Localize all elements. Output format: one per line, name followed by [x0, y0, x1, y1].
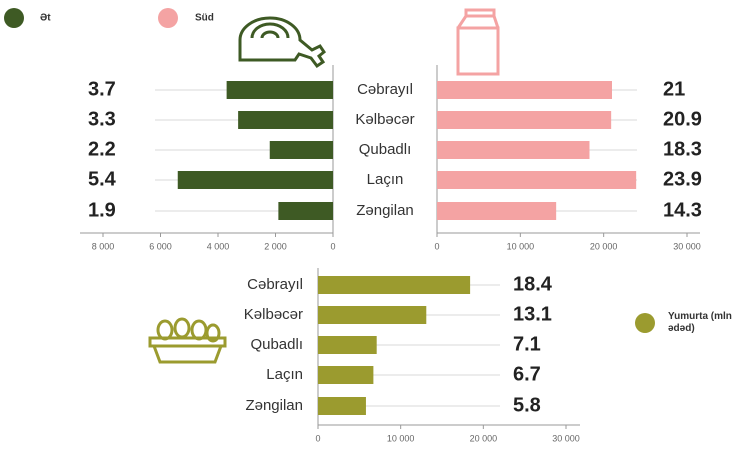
- legend-label: Ət: [40, 13, 51, 24]
- bar: [238, 111, 333, 129]
- category-label: Qubadlı: [250, 336, 303, 353]
- value-label: 5.8: [513, 394, 541, 416]
- bar: [278, 202, 333, 220]
- bar: [269, 141, 333, 159]
- value-label: 13.1: [513, 303, 552, 325]
- value-label: 2.2: [88, 138, 116, 160]
- x-tick-label: 2 000: [264, 241, 287, 251]
- category-label: Laçın: [367, 171, 404, 188]
- legend-marker: [158, 8, 178, 28]
- x-tick-label: 0: [434, 241, 439, 251]
- egg-tray-icon: [148, 317, 227, 364]
- bar: [318, 366, 374, 384]
- bar: [437, 111, 612, 129]
- x-tick-label: 0: [315, 433, 320, 443]
- x-tick-label: 20 000: [470, 433, 498, 443]
- value-label: 6.7: [513, 363, 541, 385]
- x-tick-label: 0: [330, 241, 335, 251]
- milk-icon: [456, 8, 500, 76]
- value-label: 7.1: [513, 333, 541, 355]
- legend-marker: [635, 313, 655, 333]
- category-label: Kəlbəcər: [244, 306, 303, 323]
- category-label: Zəngilan: [245, 397, 303, 414]
- category-label: Zəngilan: [356, 202, 414, 219]
- value-label: 18.3: [663, 138, 702, 160]
- bar: [437, 202, 557, 220]
- drumstick-icon: [238, 16, 327, 69]
- category-label: Kəlbəcər: [355, 111, 414, 128]
- bar: [437, 141, 590, 159]
- value-label: 23.9: [663, 168, 702, 190]
- x-tick-label: 6 000: [149, 241, 172, 251]
- bar: [226, 81, 333, 99]
- category-label: Laçın: [266, 366, 303, 383]
- category-label: Cəbrayıl: [357, 81, 413, 98]
- bar: [177, 171, 333, 189]
- x-tick-label: 10 000: [507, 241, 535, 251]
- legend-marker: [4, 8, 24, 28]
- value-label: 5.4: [88, 168, 117, 190]
- value-label: 14.3: [663, 199, 702, 221]
- legend-label: Yumurta (mln ədəd): [668, 311, 732, 334]
- value-label: 3.3: [88, 108, 116, 130]
- x-tick-label: 20 000: [590, 241, 618, 251]
- x-tick-label: 8 000: [92, 241, 115, 251]
- value-label: 1.9: [88, 199, 116, 221]
- value-label: 18.4: [513, 273, 553, 295]
- x-tick-label: 10 000: [387, 433, 415, 443]
- legend-label: Süd: [195, 13, 214, 24]
- bar: [318, 397, 366, 415]
- x-tick-label: 4 000: [207, 241, 230, 251]
- bar: [437, 171, 637, 189]
- category-label: Cəbrayıl: [247, 276, 303, 293]
- value-label: 20.9: [663, 108, 702, 130]
- category-label: Qubadlı: [359, 141, 412, 158]
- bar: [437, 81, 612, 99]
- bar: [318, 336, 377, 354]
- bar: [318, 276, 471, 294]
- x-tick-label: 30 000: [673, 241, 701, 251]
- bar: [318, 306, 427, 324]
- value-label: 3.7: [88, 78, 116, 100]
- value-label: 21: [663, 78, 685, 100]
- x-tick-label: 30 000: [552, 433, 580, 443]
